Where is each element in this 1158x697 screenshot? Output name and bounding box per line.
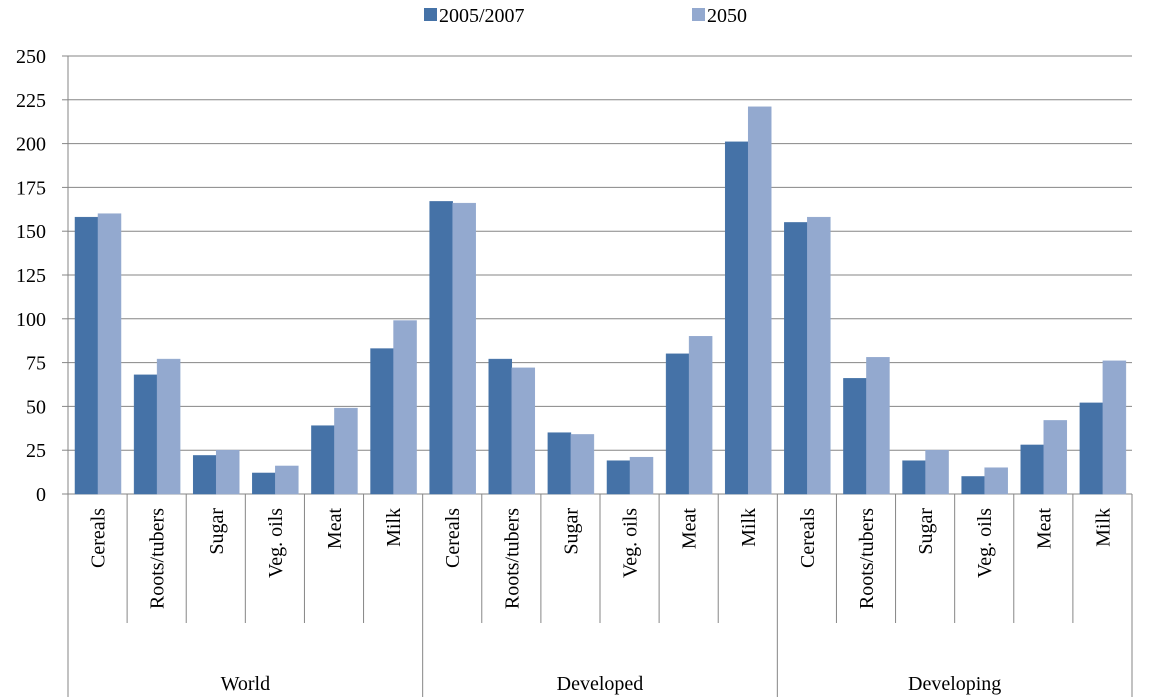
legend: 2005/2007 2050 — [424, 5, 747, 27]
x-category-label: Veg. oils — [620, 508, 642, 578]
y-tick-label: 0 — [36, 484, 46, 506]
bar — [192, 455, 217, 495]
bar — [984, 467, 1008, 495]
bar — [74, 216, 99, 495]
bar — [807, 216, 831, 495]
bar — [97, 213, 122, 495]
x-category-label: Cereals — [88, 508, 110, 568]
x-category-label: Milk — [1092, 508, 1114, 547]
bar — [429, 201, 453, 495]
bar — [393, 320, 417, 495]
bar — [370, 348, 394, 495]
bar — [1043, 420, 1068, 495]
x-axis: Cereals Roots/tubers Sugar Veg. oils Meat Mil… — [67, 494, 1133, 697]
x-category-label: Veg. oils — [974, 508, 996, 578]
bar — [570, 434, 595, 495]
y-tick-label: 25 — [26, 440, 46, 462]
bar — [547, 432, 572, 495]
bar — [902, 460, 926, 495]
x-category-label: Meat — [679, 508, 701, 550]
bar — [961, 476, 985, 495]
bar — [334, 407, 358, 495]
bar — [629, 456, 654, 495]
legend-label: 2005/2007 — [439, 5, 525, 27]
bar — [488, 358, 513, 495]
y-tick-label: 225 — [16, 90, 46, 112]
x-group-label: Developing — [908, 673, 1001, 695]
legend-label: 2050 — [707, 5, 747, 27]
bar — [688, 336, 713, 495]
y-tick-label: 75 — [26, 353, 46, 375]
x-category-label: Veg. oils — [265, 508, 287, 578]
y-tick-label: 100 — [16, 309, 46, 331]
x-category-label: Roots/tubers — [147, 508, 169, 609]
x-category-label: Milk — [738, 508, 760, 547]
y-tick-label: 125 — [16, 265, 46, 287]
bar — [1020, 444, 1045, 495]
x-group-label: World — [221, 673, 271, 695]
x-category-label: Sugar — [206, 508, 228, 555]
x-category-label: Meat — [324, 508, 346, 550]
y-tick-label: 150 — [16, 221, 46, 243]
x-category-label: Cereals — [442, 508, 464, 568]
bar — [665, 353, 690, 495]
y-axis: 0 25 50 75 100 125 150 175 200 225 250 — [16, 46, 1132, 506]
bar — [156, 358, 181, 495]
gridlines — [68, 55, 1132, 451]
x-category-label: Roots/tubers — [856, 508, 878, 609]
bar — [1079, 402, 1104, 495]
x-category-label: Sugar — [560, 508, 582, 555]
x-category-label: Meat — [1033, 508, 1055, 550]
legend-swatch — [424, 8, 437, 21]
y-tick-label: 50 — [26, 396, 46, 418]
x-category-label: Milk — [383, 508, 405, 547]
bars — [74, 106, 1127, 495]
bar — [606, 460, 631, 495]
bar — [784, 222, 808, 495]
bar — [866, 357, 890, 495]
x-group-label: Developed — [557, 673, 644, 695]
bar — [252, 472, 276, 495]
bar — [1102, 360, 1127, 495]
x-category-label: Cereals — [797, 508, 819, 568]
bar — [275, 465, 299, 495]
legend-swatch — [692, 8, 705, 21]
bar — [747, 106, 772, 495]
bar — [452, 202, 476, 495]
bar — [724, 141, 749, 495]
bar — [511, 367, 536, 495]
y-tick-label: 200 — [16, 134, 46, 156]
bar — [133, 374, 158, 495]
y-tick-label: 175 — [16, 177, 46, 199]
y-tick-label: 250 — [16, 46, 46, 68]
x-category-label: Roots/tubers — [501, 508, 523, 609]
bar — [843, 378, 867, 495]
bar — [215, 449, 240, 495]
bar — [925, 449, 949, 495]
x-category-label: Sugar — [915, 508, 937, 555]
bar — [311, 425, 335, 495]
